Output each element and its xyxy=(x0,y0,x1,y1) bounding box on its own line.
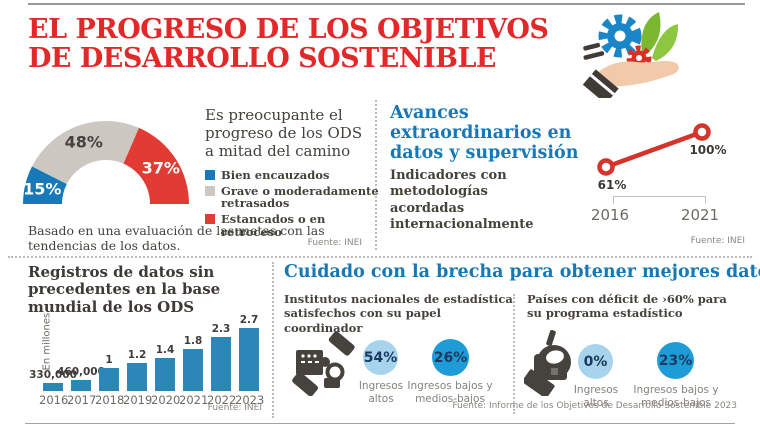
legend-item: Grave o moderadamente retrasados xyxy=(205,183,380,211)
brecha-left-caption: Institutos nacionales de estadística sat… xyxy=(284,292,513,335)
bar-value-label: 2.7 xyxy=(239,314,259,326)
brecha-heading: Cuidado con la brecha para obtener mejor… xyxy=(284,262,760,282)
bar-column: 1.4 xyxy=(151,312,179,391)
line-chart-svg xyxy=(597,123,711,176)
donut-segment xyxy=(123,127,189,204)
bar xyxy=(211,337,231,391)
bar-year-label: 2019 xyxy=(123,393,153,407)
stat-label-0: Ingresos altos xyxy=(573,384,619,409)
bar xyxy=(127,363,147,391)
page-title-line2: DE DESARROLLO SOSTENIBLE xyxy=(28,42,497,74)
bar xyxy=(239,328,259,391)
line-year-end: 2021 xyxy=(680,206,720,224)
stat-circle-23: 23% xyxy=(657,342,694,379)
legend-label: Bien encauzados xyxy=(221,168,330,182)
legend-label: Grave o moderadamente retrasados xyxy=(221,183,379,211)
donut-chart: 15% 48% 37% xyxy=(22,114,192,208)
donut-segment-label: 48% xyxy=(64,132,103,152)
bar-value-label: 2.3 xyxy=(211,323,231,336)
indicator-label: Indicadores con metodologías acordadas i… xyxy=(390,168,534,232)
data-point xyxy=(693,123,711,141)
stat-circle-0: 0% xyxy=(578,344,613,379)
bar-value-label: 1.8 xyxy=(183,335,203,347)
bar xyxy=(43,383,63,391)
bar-column: 1.2 xyxy=(123,312,151,391)
bar-column: 460,000 xyxy=(57,312,105,391)
stat-label-26: Ingresos bajos y medios-bajos xyxy=(407,380,493,405)
divider-brecha-vertical xyxy=(513,294,515,414)
legend-swatch xyxy=(205,185,215,196)
stat-circle-26: 26% xyxy=(432,339,469,376)
brecha-source: Fuente: Informe de los Objetivos de Desa… xyxy=(452,401,737,411)
page-title-line1: EL PROGRESO DE LOS OBJETIVOS xyxy=(28,14,549,45)
bar-source: Fuente: INEI xyxy=(207,403,262,413)
bar xyxy=(71,380,91,391)
trend-line xyxy=(605,129,703,170)
bottom-divider xyxy=(25,423,735,424)
divider-horizontal xyxy=(8,256,752,258)
hand-holding-bag-icon xyxy=(524,330,571,396)
blue-gear-icon xyxy=(598,14,642,58)
donut-segment-label: 37% xyxy=(141,158,180,178)
bar-value-label: 330,000 xyxy=(29,369,77,382)
bar-column: 1.8 xyxy=(179,312,207,391)
data-point xyxy=(597,158,615,176)
divider-bottom-vertical xyxy=(272,262,274,418)
bar xyxy=(155,358,175,391)
legend-item: Bien encauzados xyxy=(205,169,380,182)
page-title: EL PROGRESO DE LOS OBJETIVOS DE DESARROL… xyxy=(28,14,588,74)
bar-year-label: 2023 xyxy=(235,393,265,407)
bar-heading: Registros de datos sin precedentes en la… xyxy=(28,263,221,316)
bar xyxy=(99,367,119,391)
donut-source: Fuente: INEI xyxy=(307,238,362,248)
donut-segment xyxy=(23,166,67,204)
bar-value-label: 1.4 xyxy=(155,344,175,357)
legend-label: Estancados o en retroceso xyxy=(221,211,326,239)
donut-segment xyxy=(32,120,139,185)
stat-circle-54: 54% xyxy=(363,340,398,375)
bar-column: 1 xyxy=(95,312,123,391)
brecha-right-caption: Países con déficit de ›60% para su progr… xyxy=(527,292,727,321)
bar-chart-years: 2016 2017 2018 2019 2020 2021 2022 2023 xyxy=(39,393,265,407)
bar-chart: 330,000 460,000 1 1.2 1.4 1.8 2.3 2.7 xyxy=(29,312,263,391)
line-chart: 61% 100% xyxy=(577,106,742,192)
donut-intro-text: Es preocupante el progreso de los ODS a … xyxy=(205,106,363,160)
top-divider xyxy=(28,3,745,5)
bar-value-label: 460,000 xyxy=(57,366,105,379)
data-point-label: 61% xyxy=(597,178,627,192)
bar-column: 330,000 xyxy=(29,312,77,391)
year-range-bracket xyxy=(613,196,706,204)
stat-label-23: Ingresos bajos y medios-bajos xyxy=(633,384,719,409)
bar-year-label: 2018 xyxy=(95,393,125,407)
line-source: Fuente: INEI xyxy=(690,236,745,246)
bar-year-label: 2021 xyxy=(179,393,209,407)
legend-item: Estancados o en retroceso xyxy=(205,213,380,238)
bar-year-label: 2016 xyxy=(39,393,69,407)
donut-chart-svg xyxy=(23,120,189,204)
donut-segment-label: 15% xyxy=(23,179,62,199)
data-point-label: 100% xyxy=(689,143,727,158)
bar xyxy=(183,349,203,391)
hands-puzzle-coordination-icon xyxy=(292,331,355,396)
bar-year-label: 2020 xyxy=(151,393,181,407)
donut-footnote: Basado en una evaluación de las metas co… xyxy=(28,223,325,253)
bar-year-label: 2022 xyxy=(207,393,237,407)
legend-swatch xyxy=(205,170,215,180)
bar-value-label: 1.2 xyxy=(127,349,147,361)
line-year-start: 2016 xyxy=(590,206,630,224)
bar-value-label: 1 xyxy=(105,353,113,366)
bar-column: 2.3 xyxy=(207,312,235,391)
hand-gears-leaves-icon xyxy=(582,12,679,98)
donut-legend: Bien encauzados Grave o moderadamente ret… xyxy=(205,169,380,241)
bar-column: 2.7 xyxy=(235,312,263,391)
red-gear-icon xyxy=(626,45,652,71)
divider-middle-vertical xyxy=(375,100,377,250)
bar-year-label: 2017 xyxy=(67,393,97,407)
avances-heading: Avances extraordinarios en datos y super… xyxy=(390,103,579,164)
stat-label-54: Ingresos altos xyxy=(358,380,404,405)
legend-swatch xyxy=(205,213,215,224)
